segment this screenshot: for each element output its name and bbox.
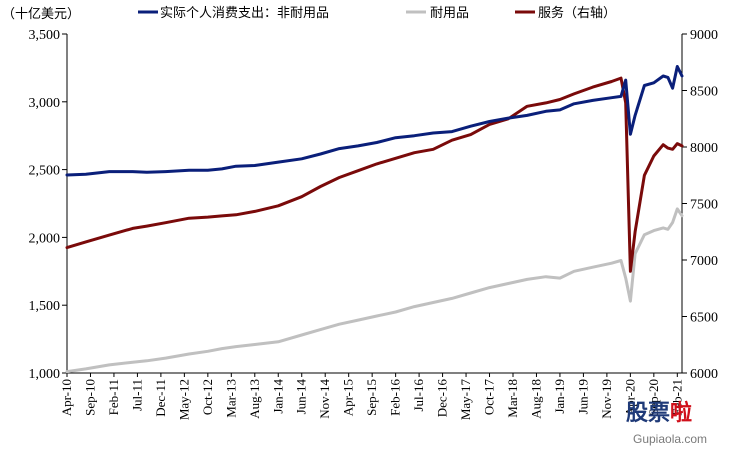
x-tick-label: May-17: [458, 379, 473, 421]
legend-label-services: 服务（右轴）: [538, 5, 616, 21]
x-tick-label: Mar-18: [505, 379, 520, 418]
unit-label: （十亿美元）: [2, 7, 80, 22]
x-tick-label: Nov-14: [317, 379, 332, 419]
legend: 实际个人消费支出：非耐用品 耐用品 服务（右轴）: [138, 5, 616, 21]
x-axis-ticks: Apr-10 Sep-10 Feb-11 Jul-11 Dec-11 May-12 Oct-…: [59, 373, 684, 420]
x-tick-label: Dec-16: [435, 379, 450, 418]
left-tick-label: 3,500: [29, 28, 61, 43]
x-tick-label: Oct-12: [200, 379, 215, 415]
x-tick-label: Jun-14: [294, 379, 309, 415]
x-tick-label: Sep-10: [82, 379, 97, 416]
left-axis-ticks: 1,000 1,500 2,000 2,500 3,000 3,500: [29, 28, 67, 382]
right-tick-label: 7500: [690, 198, 718, 213]
x-tick-label: Aug-13: [247, 379, 262, 419]
x-tick-label: Feb-16: [388, 379, 403, 416]
watermark: 股票啦 Gupiaola.com: [626, 400, 707, 446]
series-line-nondurables: [65, 65, 684, 177]
series-line-durables: [65, 207, 684, 374]
x-tick-label: Oct-17: [482, 379, 497, 416]
x-tick-label: Sep-15: [364, 379, 379, 416]
left-tick-label: 1,500: [29, 299, 61, 314]
series-line-services: [65, 76, 684, 273]
watermark-brand: 股票啦: [626, 400, 692, 426]
right-tick-label: 8000: [690, 141, 718, 156]
left-tick-label: 1,000: [29, 367, 61, 382]
right-tick-label: 9000: [690, 28, 718, 43]
right-axis-ticks: 6000 6500 7000 7500 8000 8500 9000: [682, 28, 718, 382]
right-tick-label: 8500: [690, 85, 718, 100]
series-layer: [65, 65, 684, 374]
x-tick-label: Jan-14: [270, 379, 285, 414]
x-tick-label: Jul-11: [129, 379, 144, 411]
x-tick-label: Feb-21: [669, 379, 684, 416]
watermark-url: Gupiaola.com: [633, 432, 707, 446]
left-tick-label: 2,000: [29, 231, 61, 246]
x-tick-label: Jul-16: [411, 379, 426, 412]
x-tick-label: Feb-11: [106, 379, 121, 415]
legend-label-durables: 耐用品: [430, 6, 469, 21]
x-tick-label: Apr-10: [59, 379, 74, 416]
right-tick-label: 7000: [690, 254, 718, 269]
x-tick-label: Apr-15: [341, 379, 356, 416]
left-tick-label: 2,500: [29, 164, 61, 179]
x-tick-label: Mar-13: [223, 379, 238, 418]
x-tick-label: Dec-11: [153, 379, 168, 417]
left-tick-label: 3,000: [29, 96, 61, 111]
x-tick-label: Aug-18: [528, 379, 543, 419]
legend-label-nondurables: 实际个人消费支出：非耐用品: [160, 6, 329, 21]
x-tick-label: Jun-19: [575, 379, 590, 414]
x-tick-label: May-12: [176, 379, 191, 420]
x-tick-label: Sep-20: [646, 379, 661, 416]
x-tick-label: Nov-19: [599, 379, 614, 419]
plot-frame: [66, 34, 683, 374]
right-tick-label: 6500: [690, 311, 718, 326]
right-tick-label: 6000: [690, 367, 718, 382]
x-tick-label: Apr-20: [622, 379, 637, 416]
x-tick-label: Jan-19: [552, 379, 567, 414]
